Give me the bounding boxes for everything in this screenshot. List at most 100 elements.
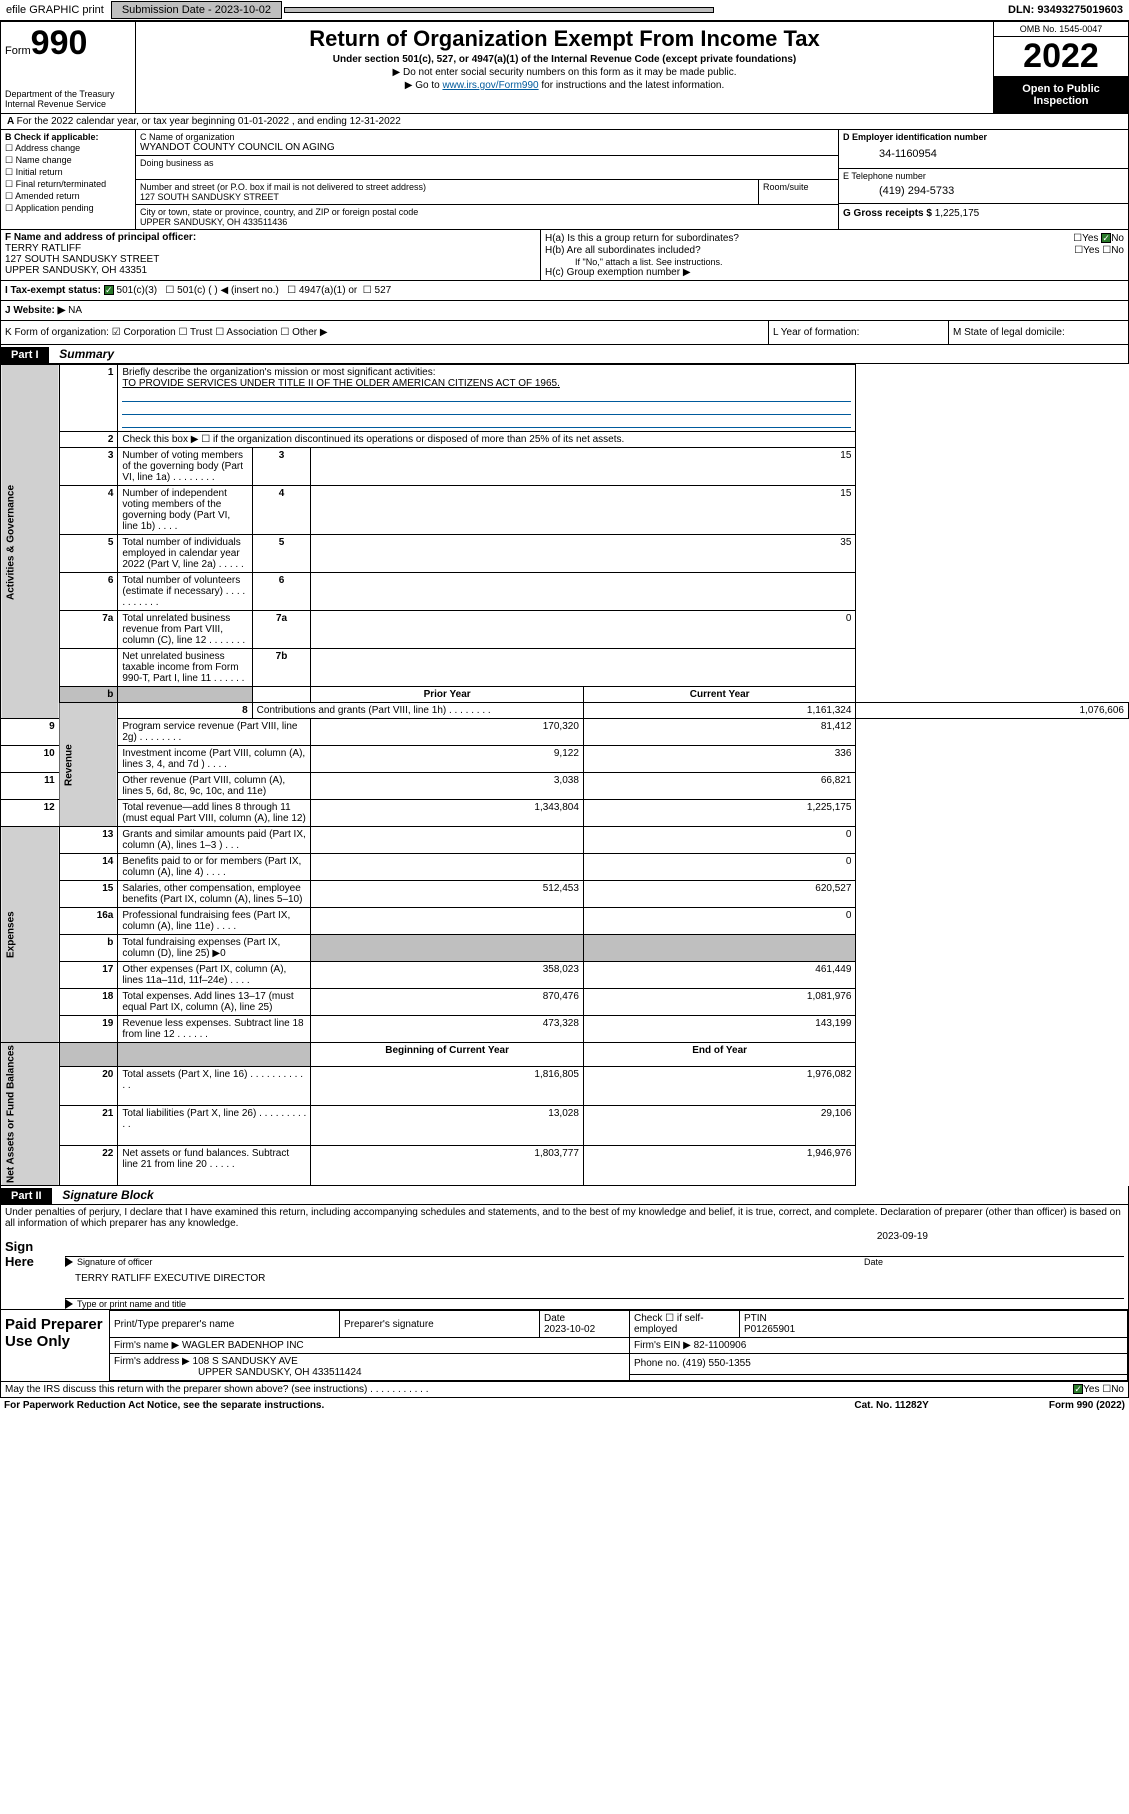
part1-title: Summary xyxy=(51,345,122,363)
city-value: UPPER SANDUSKY, OH 433511436 xyxy=(140,217,287,227)
final-return-check[interactable]: ☐ Final return/terminated xyxy=(5,179,131,190)
header-center: Return of Organization Exempt From Incom… xyxy=(136,22,993,113)
declaration-text: Under penalties of perjury, I declare th… xyxy=(1,1205,1128,1231)
block-fh: F Name and address of principal officer:… xyxy=(0,230,1129,281)
firm-name: Firm's name ▶ WAGLER BADENHOP INC xyxy=(110,1338,630,1354)
line7b-val xyxy=(311,649,856,687)
name-change-check[interactable]: ☐ Name change xyxy=(5,155,131,166)
form-number: 990 xyxy=(31,24,88,62)
hc-label: H(c) Group exemption number ▶ xyxy=(545,267,1124,278)
line2: Check this box ▶ ☐ if the organization d… xyxy=(118,432,856,448)
ein-value: 34-1160954 xyxy=(839,144,1128,169)
current-year-hdr: Current Year xyxy=(583,687,856,703)
form-subtitle: Under section 501(c), 527, or 4947(a)(1)… xyxy=(140,54,989,65)
hb-note: If "No," attach a list. See instructions… xyxy=(545,257,1124,267)
gross-receipts: G Gross receipts $ 1,225,175 xyxy=(839,204,1128,223)
form-header: Form990 Department of the Treasury Inter… xyxy=(0,21,1129,114)
side-revenue: Revenue xyxy=(59,703,118,827)
hb-answer: ☐Yes ☐No xyxy=(1074,245,1124,256)
row-j: J Website: ▶ NA xyxy=(0,301,1129,321)
block-f: F Name and address of principal officer:… xyxy=(1,230,541,280)
officer-addr2: UPPER SANDUSKY, OH 43351 xyxy=(5,265,147,276)
k-form-org: K Form of organization: ☑ Corporation ☐ … xyxy=(1,321,768,344)
block-c: C Name of organizationWYANDOT COUNTY COU… xyxy=(136,130,838,229)
addr-change-check[interactable]: ☐ Address change xyxy=(5,143,131,154)
block-h: H(a) Is this a group return for subordin… xyxy=(541,230,1128,280)
block-b: B Check if applicable: ☐ Address change … xyxy=(1,130,136,229)
irs-link[interactable]: www.irs.gov/Form990 xyxy=(442,80,538,91)
part2-header: Part II Signature Block xyxy=(0,1186,1129,1205)
summary-table: Activities & Governance 1 Briefly descri… xyxy=(0,364,1129,1186)
initial-return-check[interactable]: ☐ Initial return xyxy=(5,167,131,178)
row-a: A For the 2022 calendar year, or tax yea… xyxy=(0,114,1129,130)
addr-label: Number and street (or P.O. box if mail i… xyxy=(140,182,426,192)
blank-button[interactable] xyxy=(284,7,714,13)
top-bar: efile GRAPHIC print Submission Date - 20… xyxy=(0,0,1129,21)
m-state-domicile: M State of legal domicile: xyxy=(948,321,1128,344)
prep-self-emp: Check ☐ if self-employed xyxy=(630,1311,740,1338)
amended-return-check[interactable]: ☐ Amended return xyxy=(5,191,131,202)
prep-sig-hdr: Preparer's signature xyxy=(340,1311,540,1338)
ein-label: D Employer identification number xyxy=(839,130,1128,144)
end-year-hdr: End of Year xyxy=(583,1043,856,1067)
form-note-2: ▶ Go to www.irs.gov/Form990 for instruct… xyxy=(140,80,989,91)
arrow-icon xyxy=(65,1299,73,1309)
part2-badge: Part II xyxy=(1,1188,52,1204)
line5-val: 35 xyxy=(311,535,856,573)
submission-date-button[interactable]: Submission Date - 2023-10-02 xyxy=(111,1,282,19)
form-word: Form xyxy=(5,45,31,57)
efile-label: efile GRAPHIC print xyxy=(0,2,110,18)
discuss-text: May the IRS discuss this return with the… xyxy=(5,1384,1073,1395)
block-d: D Employer identification number 34-1160… xyxy=(838,130,1128,229)
firm-phone: Phone no. (419) 550-1355 xyxy=(630,1354,1128,1375)
name-title-label: Type or print name and title xyxy=(77,1299,1124,1309)
side-net-assets: Net Assets or Fund Balances xyxy=(1,1043,60,1186)
pra-notice: For Paperwork Reduction Act Notice, see … xyxy=(4,1400,854,1411)
website-value: NA xyxy=(68,305,82,316)
part2-title: Signature Block xyxy=(54,1186,161,1204)
app-pending-check[interactable]: ☐ Application pending xyxy=(5,203,131,214)
side-activities: Activities & Governance xyxy=(1,365,60,719)
sig-officer-label: Signature of officer xyxy=(77,1257,864,1267)
form-note-1: ▶ Do not enter social security numbers o… xyxy=(140,67,989,78)
prep-name-hdr: Print/Type preparer's name xyxy=(110,1311,340,1338)
sign-here-label: Sign Here xyxy=(1,1231,61,1309)
side-expenses: Expenses xyxy=(1,827,60,1043)
block-b-label: B Check if applicable: xyxy=(5,132,131,142)
part1-badge: Part I xyxy=(1,347,49,363)
omb-number: OMB No. 1545-0047 xyxy=(994,22,1128,37)
line3-val: 15 xyxy=(311,448,856,486)
line7a-val: 0 xyxy=(311,611,856,649)
name-label: C Name of organization xyxy=(140,132,235,142)
inspection-badge: Open to Public Inspection xyxy=(994,77,1128,113)
form-ref: Form 990 (2022) xyxy=(1049,1400,1125,1411)
arrow-icon xyxy=(65,1257,73,1267)
officer-name-title: TERRY RATLIFF EXECUTIVE DIRECTOR xyxy=(61,1267,1128,1284)
room-label: Room/suite xyxy=(758,180,838,205)
row-i: I Tax-exempt status: 501(c)(3) ☐ 501(c) … xyxy=(0,281,1129,301)
header-right: OMB No. 1545-0047 2022 Open to Public In… xyxy=(993,22,1128,113)
date-label: Date xyxy=(864,1257,1124,1267)
form-title: Return of Organization Exempt From Incom… xyxy=(140,26,989,52)
tel-label: E Telephone number xyxy=(839,169,1128,183)
tax-year: 2022 xyxy=(994,37,1128,77)
tel-value: (419) 294-5733 xyxy=(839,183,1128,204)
501c3-check[interactable] xyxy=(104,285,114,295)
dba-label: Doing business as xyxy=(140,158,214,168)
discuss-yes-check[interactable] xyxy=(1073,1384,1083,1394)
signature-block: Under penalties of perjury, I declare th… xyxy=(0,1205,1129,1310)
row-k: K Form of organization: ☑ Corporation ☐ … xyxy=(0,321,1129,345)
officer-addr1: 127 SOUTH SANDUSKY STREET xyxy=(5,254,159,265)
discuss-row: May the IRS discuss this return with the… xyxy=(0,1382,1129,1398)
ha-no-check[interactable] xyxy=(1101,233,1111,243)
officer-name: TERRY RATLIFF xyxy=(5,243,81,254)
mission-text: TO PROVIDE SERVICES UNDER TITLE II OF TH… xyxy=(122,378,560,389)
footer: For Paperwork Reduction Act Notice, see … xyxy=(0,1398,1129,1413)
prep-date: Date2023-10-02 xyxy=(540,1311,630,1338)
org-name: WYANDOT COUNTY COUNCIL ON AGING xyxy=(140,142,335,153)
block-bc: B Check if applicable: ☐ Address change … xyxy=(0,130,1129,230)
city-label: City or town, state or province, country… xyxy=(140,207,418,217)
part1-header: Part I Summary xyxy=(0,345,1129,364)
prep-ptin: PTINP01265901 xyxy=(740,1311,1128,1338)
l-year-formation: L Year of formation: xyxy=(768,321,948,344)
